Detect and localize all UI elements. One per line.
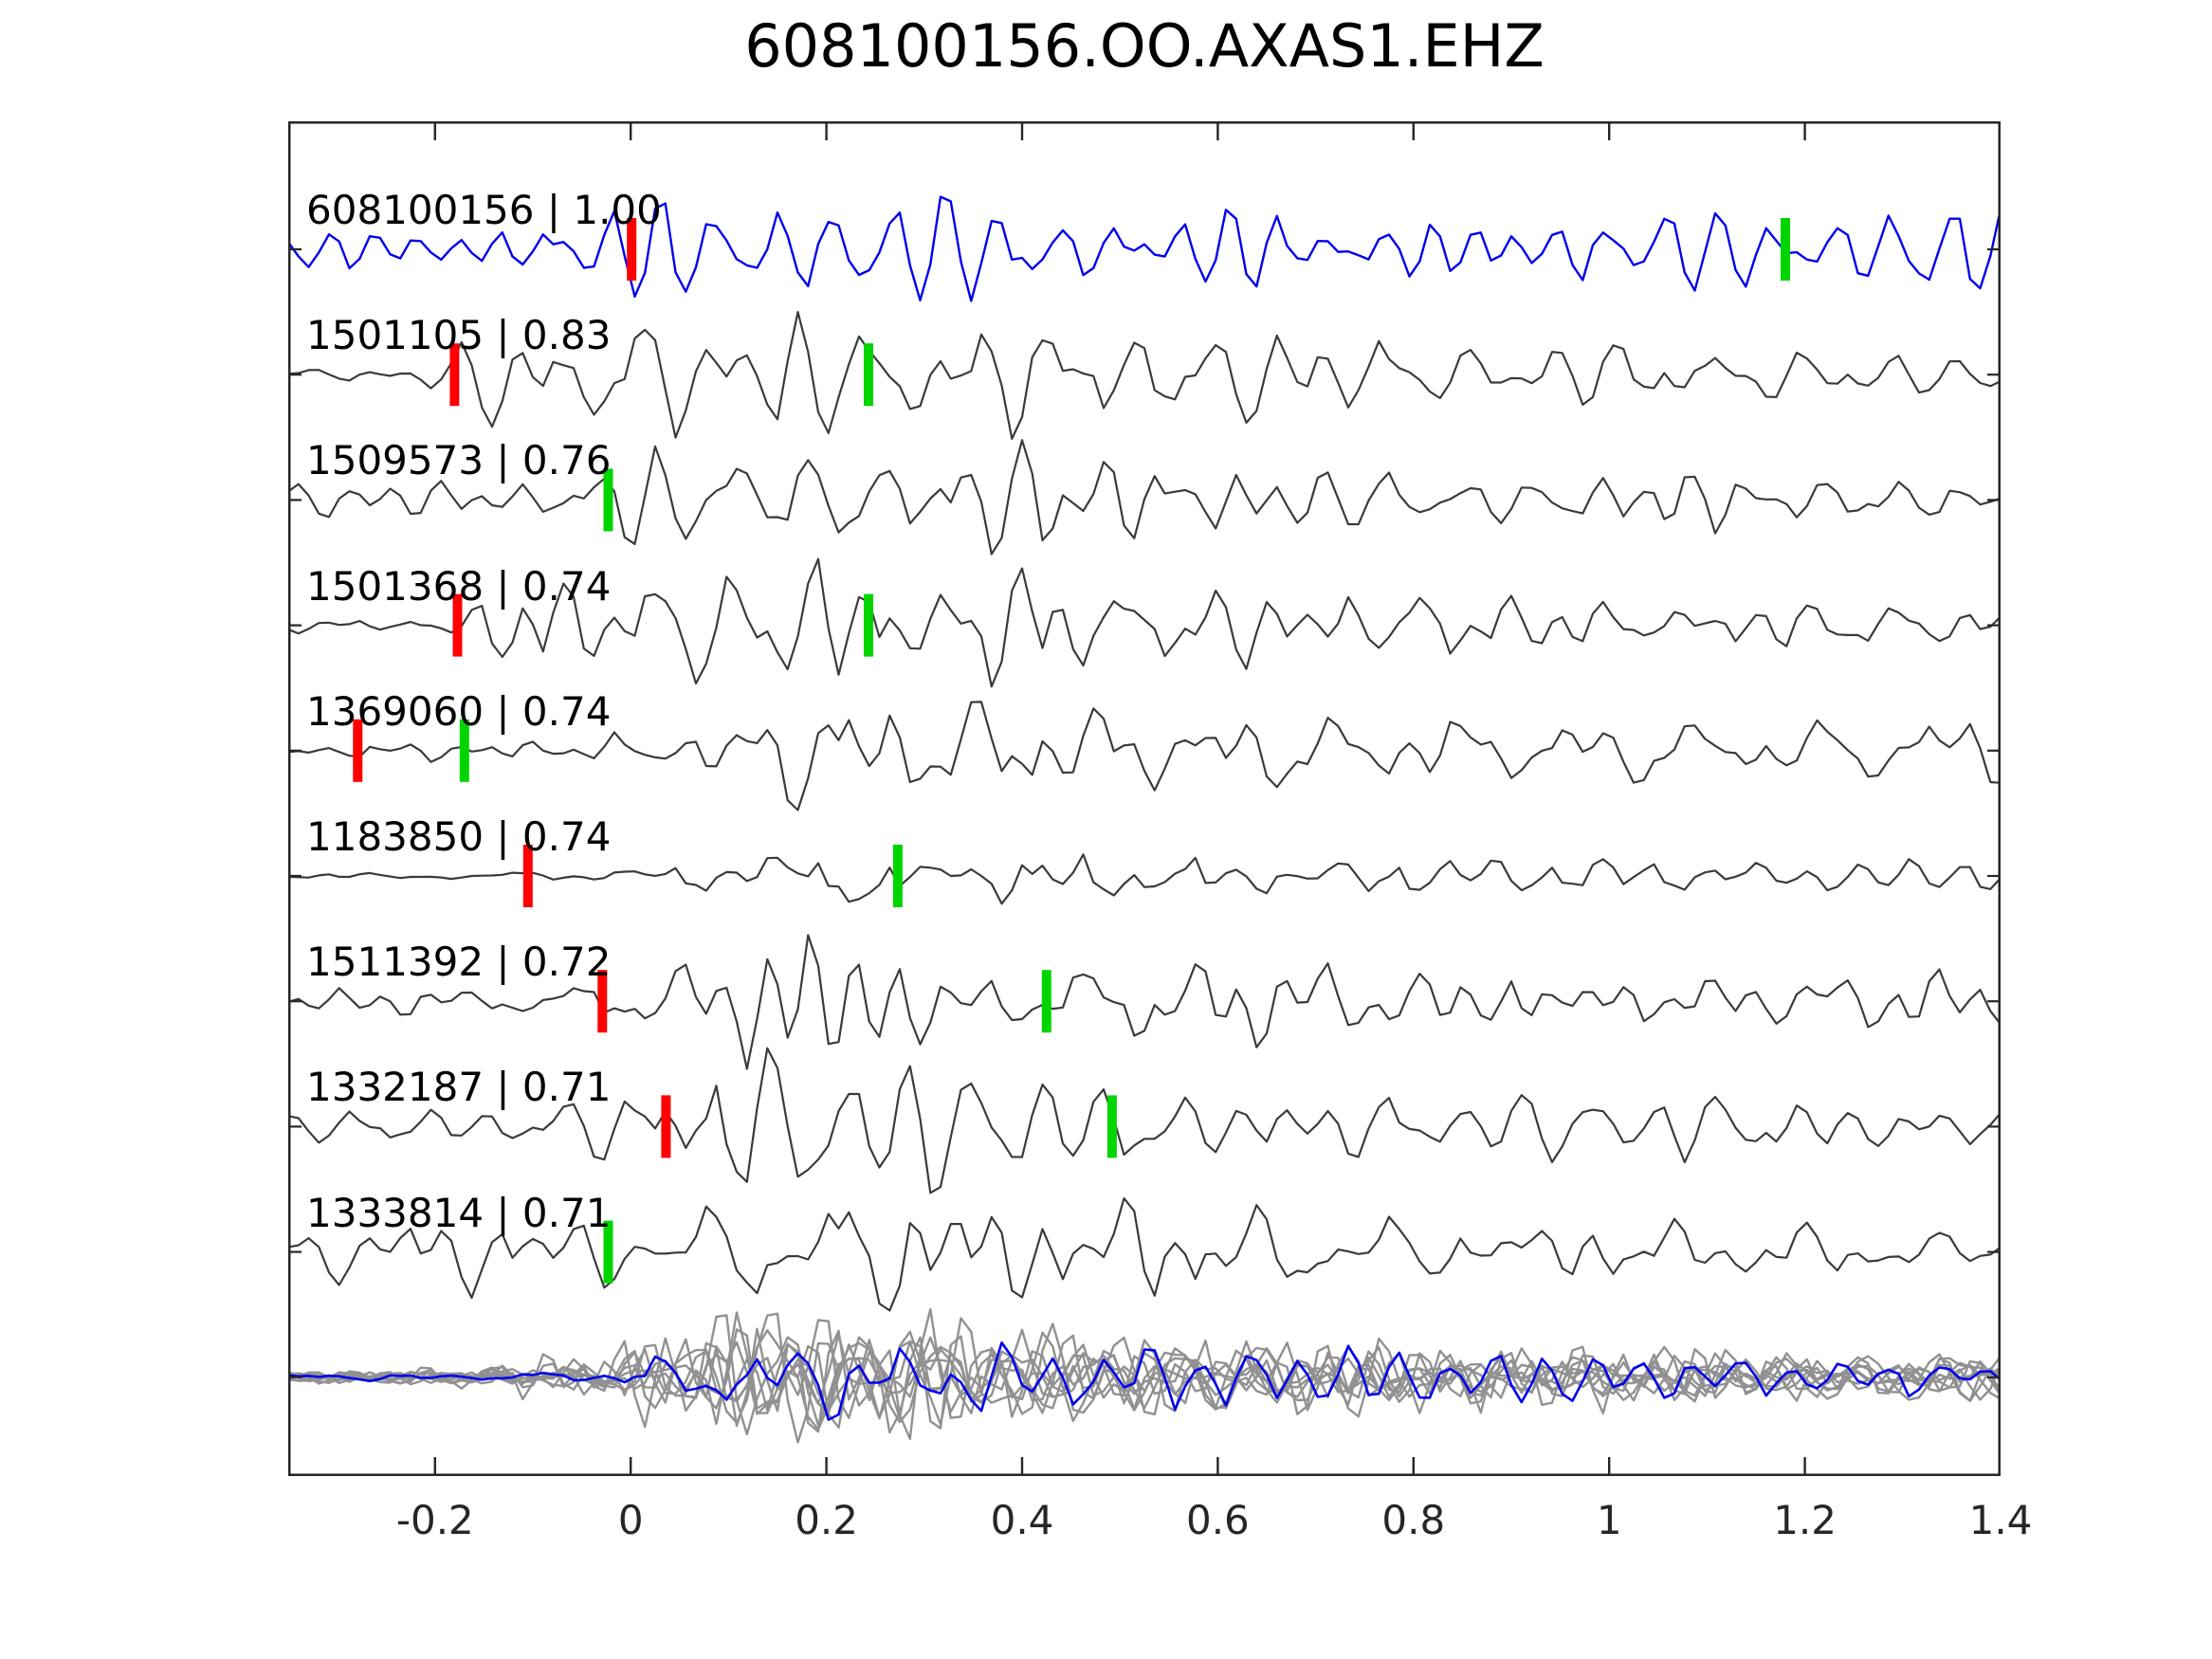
trace-waveform <box>288 311 2001 440</box>
x-tick-label: 0.2 <box>795 1497 858 1543</box>
pick-marker-green <box>1781 218 1790 281</box>
pick-marker-red <box>449 343 460 407</box>
pick-marker-red <box>661 1095 671 1158</box>
pick-marker-green <box>603 468 613 532</box>
pick-marker-red <box>597 970 608 1033</box>
trace-label: 1332187 | 0.71 <box>306 1064 612 1111</box>
trace-label: 1501368 | 0.74 <box>306 562 612 610</box>
trace-waveform <box>288 853 2001 905</box>
pick-marker-green <box>1106 1095 1117 1158</box>
pick-marker-red <box>353 719 363 782</box>
trace-waveform <box>288 439 2001 556</box>
stack-waveform <box>288 1307 2001 1441</box>
pick-marker-red <box>452 593 463 657</box>
x-tick-label: 0.6 <box>1185 1497 1250 1543</box>
trace-waveform <box>288 934 2001 1070</box>
x-tick-label: 1 <box>1596 1497 1622 1543</box>
pick-marker-green <box>892 845 903 907</box>
plot-border <box>288 121 2001 1476</box>
trace-waveform <box>288 557 2001 688</box>
x-tick-label: 1.2 <box>1773 1497 1837 1543</box>
x-tick-label: 0 <box>617 1497 644 1543</box>
pick-marker-red <box>522 845 533 907</box>
trace-label: 1183850 | 0.74 <box>306 813 612 860</box>
x-tick-label: 0.8 <box>1381 1497 1446 1543</box>
trace-waveform <box>288 1047 2001 1194</box>
plot-area: 608100156 | 1.00 1501105 | 0.83 1509573 | … <box>288 121 2001 1476</box>
pick-marker-green <box>864 343 873 407</box>
pick-marker-green <box>864 593 873 657</box>
trace-waveform <box>288 1196 2001 1312</box>
stack-highlight-waveform <box>288 1341 2001 1421</box>
plot-title: 608100156.OO.AXAS1.EHZ <box>744 11 1545 81</box>
trace-label: 1511392 | 0.72 <box>306 939 612 986</box>
trace-label: 608100156 | 1.00 <box>306 187 662 233</box>
x-tick-label: 0.4 <box>990 1497 1054 1543</box>
trace-label: 1501105 | 0.83 <box>306 312 612 359</box>
template-waveform <box>288 195 2001 302</box>
pick-marker-green <box>603 1220 613 1284</box>
traces-canvas <box>288 121 2001 1476</box>
pick-marker-green <box>459 719 469 782</box>
pick-marker-green <box>1041 970 1051 1033</box>
trace-label: 1369060 | 0.74 <box>306 687 612 735</box>
stack-waveform <box>288 1322 2001 1430</box>
trace-label: 1333814 | 0.71 <box>306 1189 612 1236</box>
pick-marker-red <box>627 218 637 281</box>
trace-waveform <box>288 701 2001 811</box>
trace-label: 1509573 | 0.76 <box>306 437 612 484</box>
x-tick-label: 1.4 <box>1968 1497 2033 1543</box>
stack-waveform <box>288 1319 2001 1419</box>
x-tick-label: -0.2 <box>395 1497 474 1543</box>
